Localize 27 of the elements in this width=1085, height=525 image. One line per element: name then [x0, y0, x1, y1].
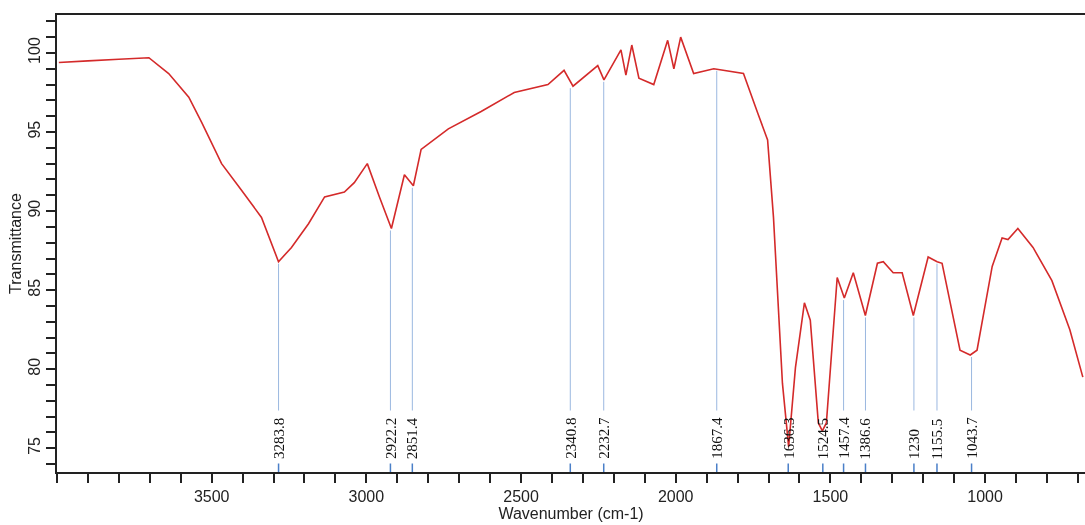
y-axis-title: Transmittance: [7, 193, 25, 294]
y-tick-label: 95: [25, 120, 43, 139]
x-tick-label: 2000: [657, 487, 694, 505]
y-tick-label: 100: [25, 37, 43, 64]
annotation: 1386.6: [857, 417, 874, 460]
annotation: 1155.5: [929, 418, 946, 460]
annotation: 3283.8: [271, 417, 288, 460]
x-tick-label: 2500: [503, 487, 539, 505]
x-tick-label: 1500: [812, 487, 849, 505]
y-tick-label: 80: [25, 357, 43, 376]
annotation: 1230: [905, 428, 922, 459]
annotation: 1867.4: [708, 416, 725, 459]
x-tick-label: 3500: [193, 487, 230, 505]
annotation: 2340.8: [562, 417, 579, 459]
x-tick-label: 1000: [967, 487, 1003, 505]
annotation: 2232.7: [595, 416, 612, 459]
annotation: 1636.3: [780, 417, 797, 459]
y-tick-label: 85: [25, 278, 43, 297]
annotation: 2922.2: [382, 417, 399, 459]
y-tick-label: 90: [25, 199, 43, 218]
x-tick-label: 3000: [348, 487, 385, 505]
annotation: 1524.5: [815, 418, 832, 460]
y-tick-label: 75: [25, 436, 43, 455]
annotation: 2851.4: [404, 417, 421, 460]
annotation: 1043.7: [963, 416, 980, 459]
x-axis-title: Wavenumber (cm-1): [498, 504, 644, 522]
annotation: 1457.4: [835, 416, 852, 459]
